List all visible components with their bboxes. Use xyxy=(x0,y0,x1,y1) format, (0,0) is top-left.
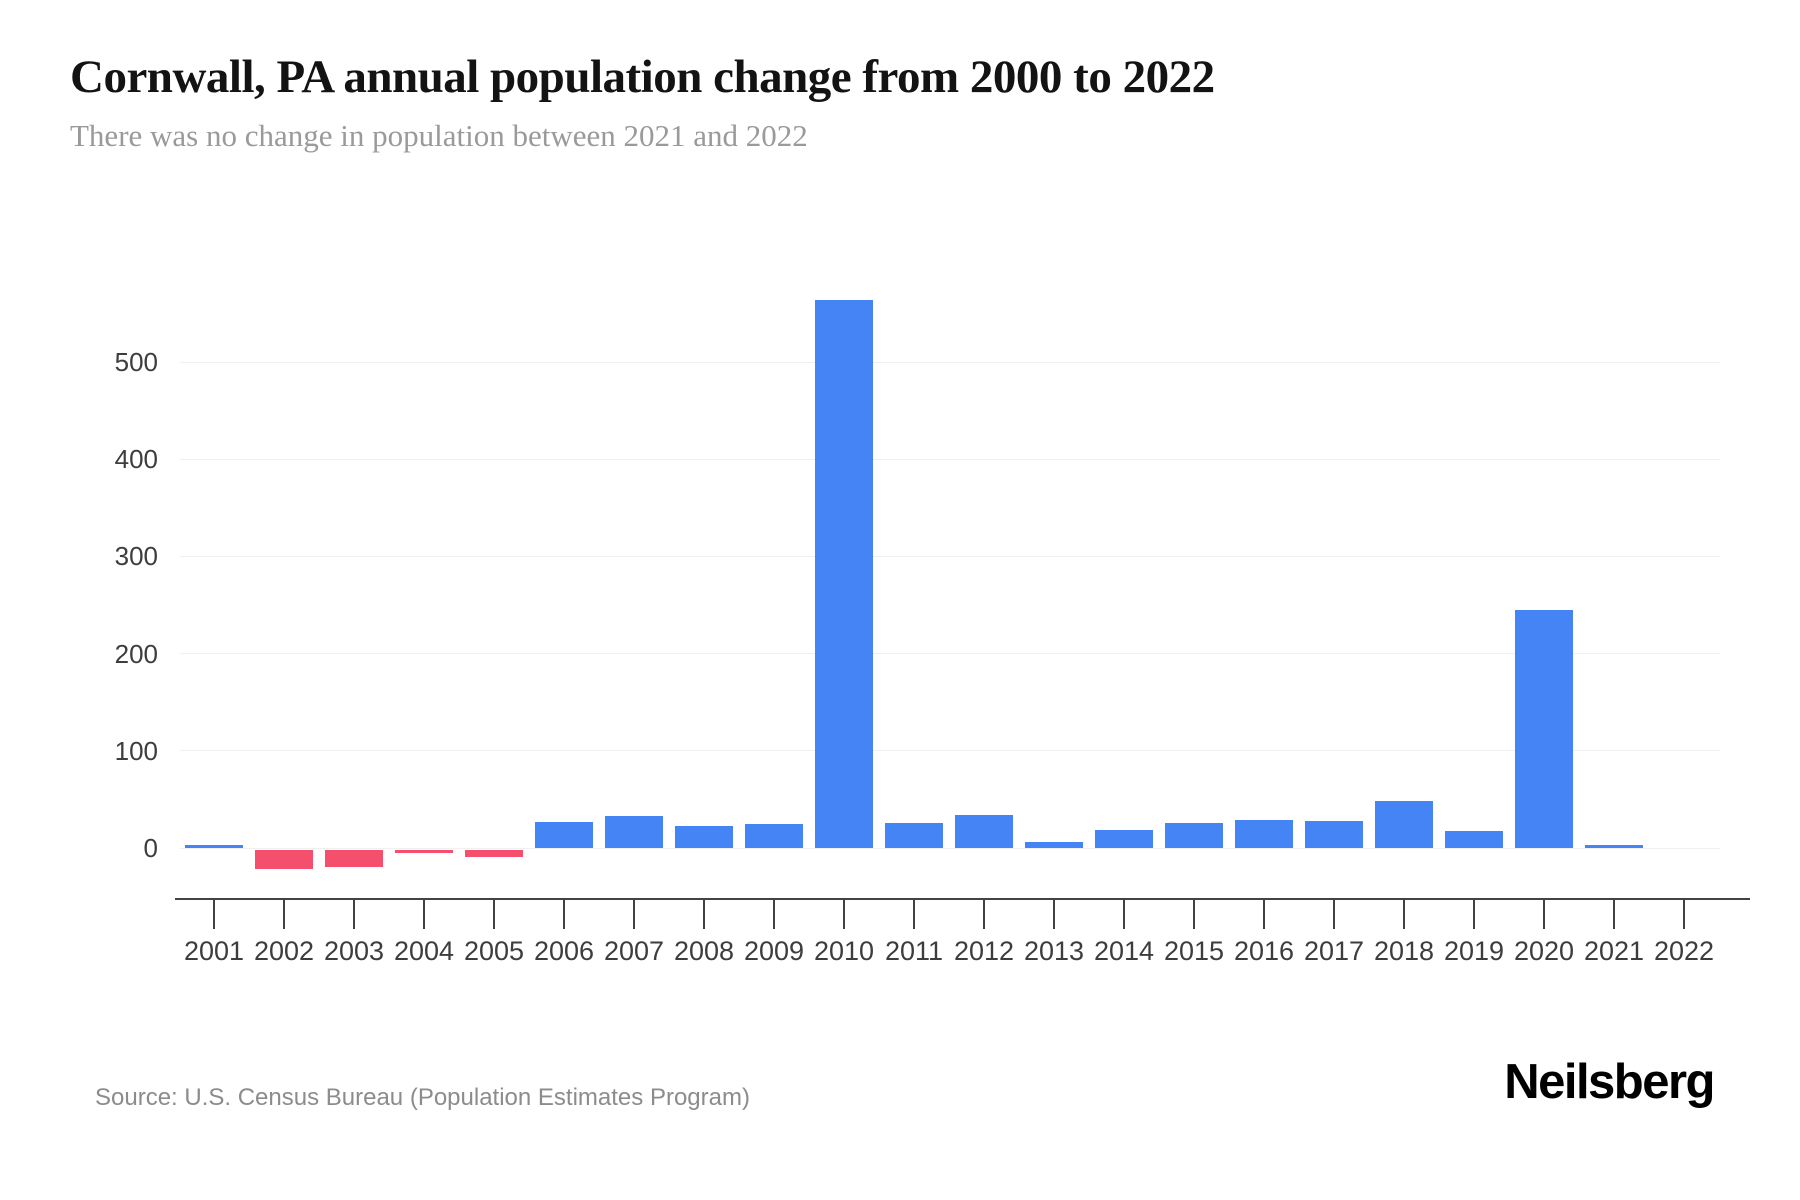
neilsberg-logo: Neilsberg xyxy=(1504,1055,1715,1109)
x-axis-tick-label-2017: 2017 xyxy=(1303,936,1365,966)
bar-2010[interactable] xyxy=(815,299,873,848)
bar-2020[interactable] xyxy=(1515,609,1573,848)
x-axis-tick xyxy=(563,899,565,929)
bar-2002[interactable] xyxy=(255,849,313,869)
bar-2006[interactable] xyxy=(535,821,593,848)
x-axis-tick-label-2002: 2002 xyxy=(253,936,315,966)
bar-2005[interactable] xyxy=(465,849,523,858)
bar-2018[interactable] xyxy=(1375,801,1433,848)
x-axis-tick xyxy=(213,899,215,929)
x-axis-tick xyxy=(1123,899,1125,929)
x-axis-tick-label-2010: 2010 xyxy=(813,936,875,966)
x-axis-tick-label-2015: 2015 xyxy=(1163,936,1225,966)
chart-subtitle: There was no change in population betwee… xyxy=(70,118,808,153)
x-axis-tick xyxy=(493,899,495,929)
y-axis-tick-label: 400 xyxy=(114,444,158,475)
x-axis-tick-label-2003: 2003 xyxy=(323,936,385,966)
gridline-400 xyxy=(180,458,1720,460)
x-axis-tick-label-2016: 2016 xyxy=(1233,936,1295,966)
x-axis-tick-label-2011: 2011 xyxy=(884,936,944,966)
x-axis-tick-label-2020: 2020 xyxy=(1513,936,1575,966)
gridline-500 xyxy=(180,361,1720,363)
bar-2012[interactable] xyxy=(955,814,1013,848)
x-axis-tick-label-2022: 2022 xyxy=(1653,936,1715,966)
bar-2014[interactable] xyxy=(1095,829,1153,848)
gridline-300 xyxy=(180,555,1720,557)
x-axis-tick xyxy=(283,899,285,929)
bar-2003[interactable] xyxy=(325,849,383,867)
y-axis-tick-label: 0 xyxy=(143,833,158,863)
y-axis-tick-label: 100 xyxy=(114,735,158,766)
bar-2019[interactable] xyxy=(1445,831,1503,848)
x-axis-tick-label-2019: 2019 xyxy=(1443,936,1505,966)
x-axis-tick xyxy=(1613,899,1615,929)
x-axis-tick xyxy=(1473,899,1475,929)
gridline-0 xyxy=(180,847,1720,849)
x-axis-tick xyxy=(1193,899,1195,929)
x-axis-tick-label-2021: 2021 xyxy=(1583,936,1645,966)
x-axis-tick xyxy=(423,899,425,929)
y-axis-tick-label: 200 xyxy=(114,638,158,669)
y-axis-tick-label: 500 xyxy=(114,347,158,377)
x-axis-tick-label-2013: 2013 xyxy=(1023,936,1085,966)
bar-2015[interactable] xyxy=(1165,822,1223,848)
x-axis-tick-label-2007: 2007 xyxy=(603,936,665,966)
x-axis-tick-label-2004: 2004 xyxy=(393,936,455,966)
x-axis-line xyxy=(175,898,1750,900)
x-axis-tick-label-2001: 2001 xyxy=(183,936,245,966)
bar-2008[interactable] xyxy=(675,825,733,848)
x-axis-tick xyxy=(1333,899,1335,929)
x-axis-tick-label-2006: 2006 xyxy=(533,936,595,966)
x-axis-tick-label-2014: 2014 xyxy=(1093,936,1155,966)
bar-2009[interactable] xyxy=(745,823,803,848)
x-axis-tick xyxy=(1053,899,1055,929)
x-axis-tick xyxy=(773,899,775,929)
x-axis-tick xyxy=(1543,899,1545,929)
x-axis-tick xyxy=(1683,899,1685,929)
x-axis-tick-label-2012: 2012 xyxy=(953,936,1015,966)
bar-2007[interactable] xyxy=(605,815,663,848)
bar-2001[interactable] xyxy=(185,845,243,848)
bar-2013[interactable] xyxy=(1025,842,1083,848)
source-caption: Source: U.S. Census Bureau (Population E… xyxy=(95,1084,750,1111)
x-axis-tick xyxy=(703,899,705,929)
bar-2017[interactable] xyxy=(1305,820,1363,848)
chart-title: Cornwall, PA annual population change fr… xyxy=(70,51,1215,103)
bar-2021[interactable] xyxy=(1585,845,1643,848)
x-axis-tick xyxy=(983,899,985,929)
bar-2016[interactable] xyxy=(1235,819,1293,848)
x-axis-tick-label-2005: 2005 xyxy=(463,936,525,966)
x-axis-tick-label-2009: 2009 xyxy=(743,936,805,966)
bar-2011[interactable] xyxy=(885,822,943,848)
gridline-100 xyxy=(180,750,1720,752)
bar-2004[interactable] xyxy=(395,849,453,854)
x-axis-tick xyxy=(843,899,845,929)
y-axis-tick-label: 300 xyxy=(114,541,158,572)
x-axis-tick xyxy=(353,899,355,929)
x-axis-tick xyxy=(1263,899,1265,929)
x-axis-tick-label-2018: 2018 xyxy=(1373,936,1435,966)
x-axis-tick-label-2008: 2008 xyxy=(673,936,735,966)
gridline-200 xyxy=(180,653,1720,655)
x-axis-tick xyxy=(633,899,635,929)
x-axis-tick xyxy=(913,899,915,929)
x-axis-tick xyxy=(1403,899,1405,929)
